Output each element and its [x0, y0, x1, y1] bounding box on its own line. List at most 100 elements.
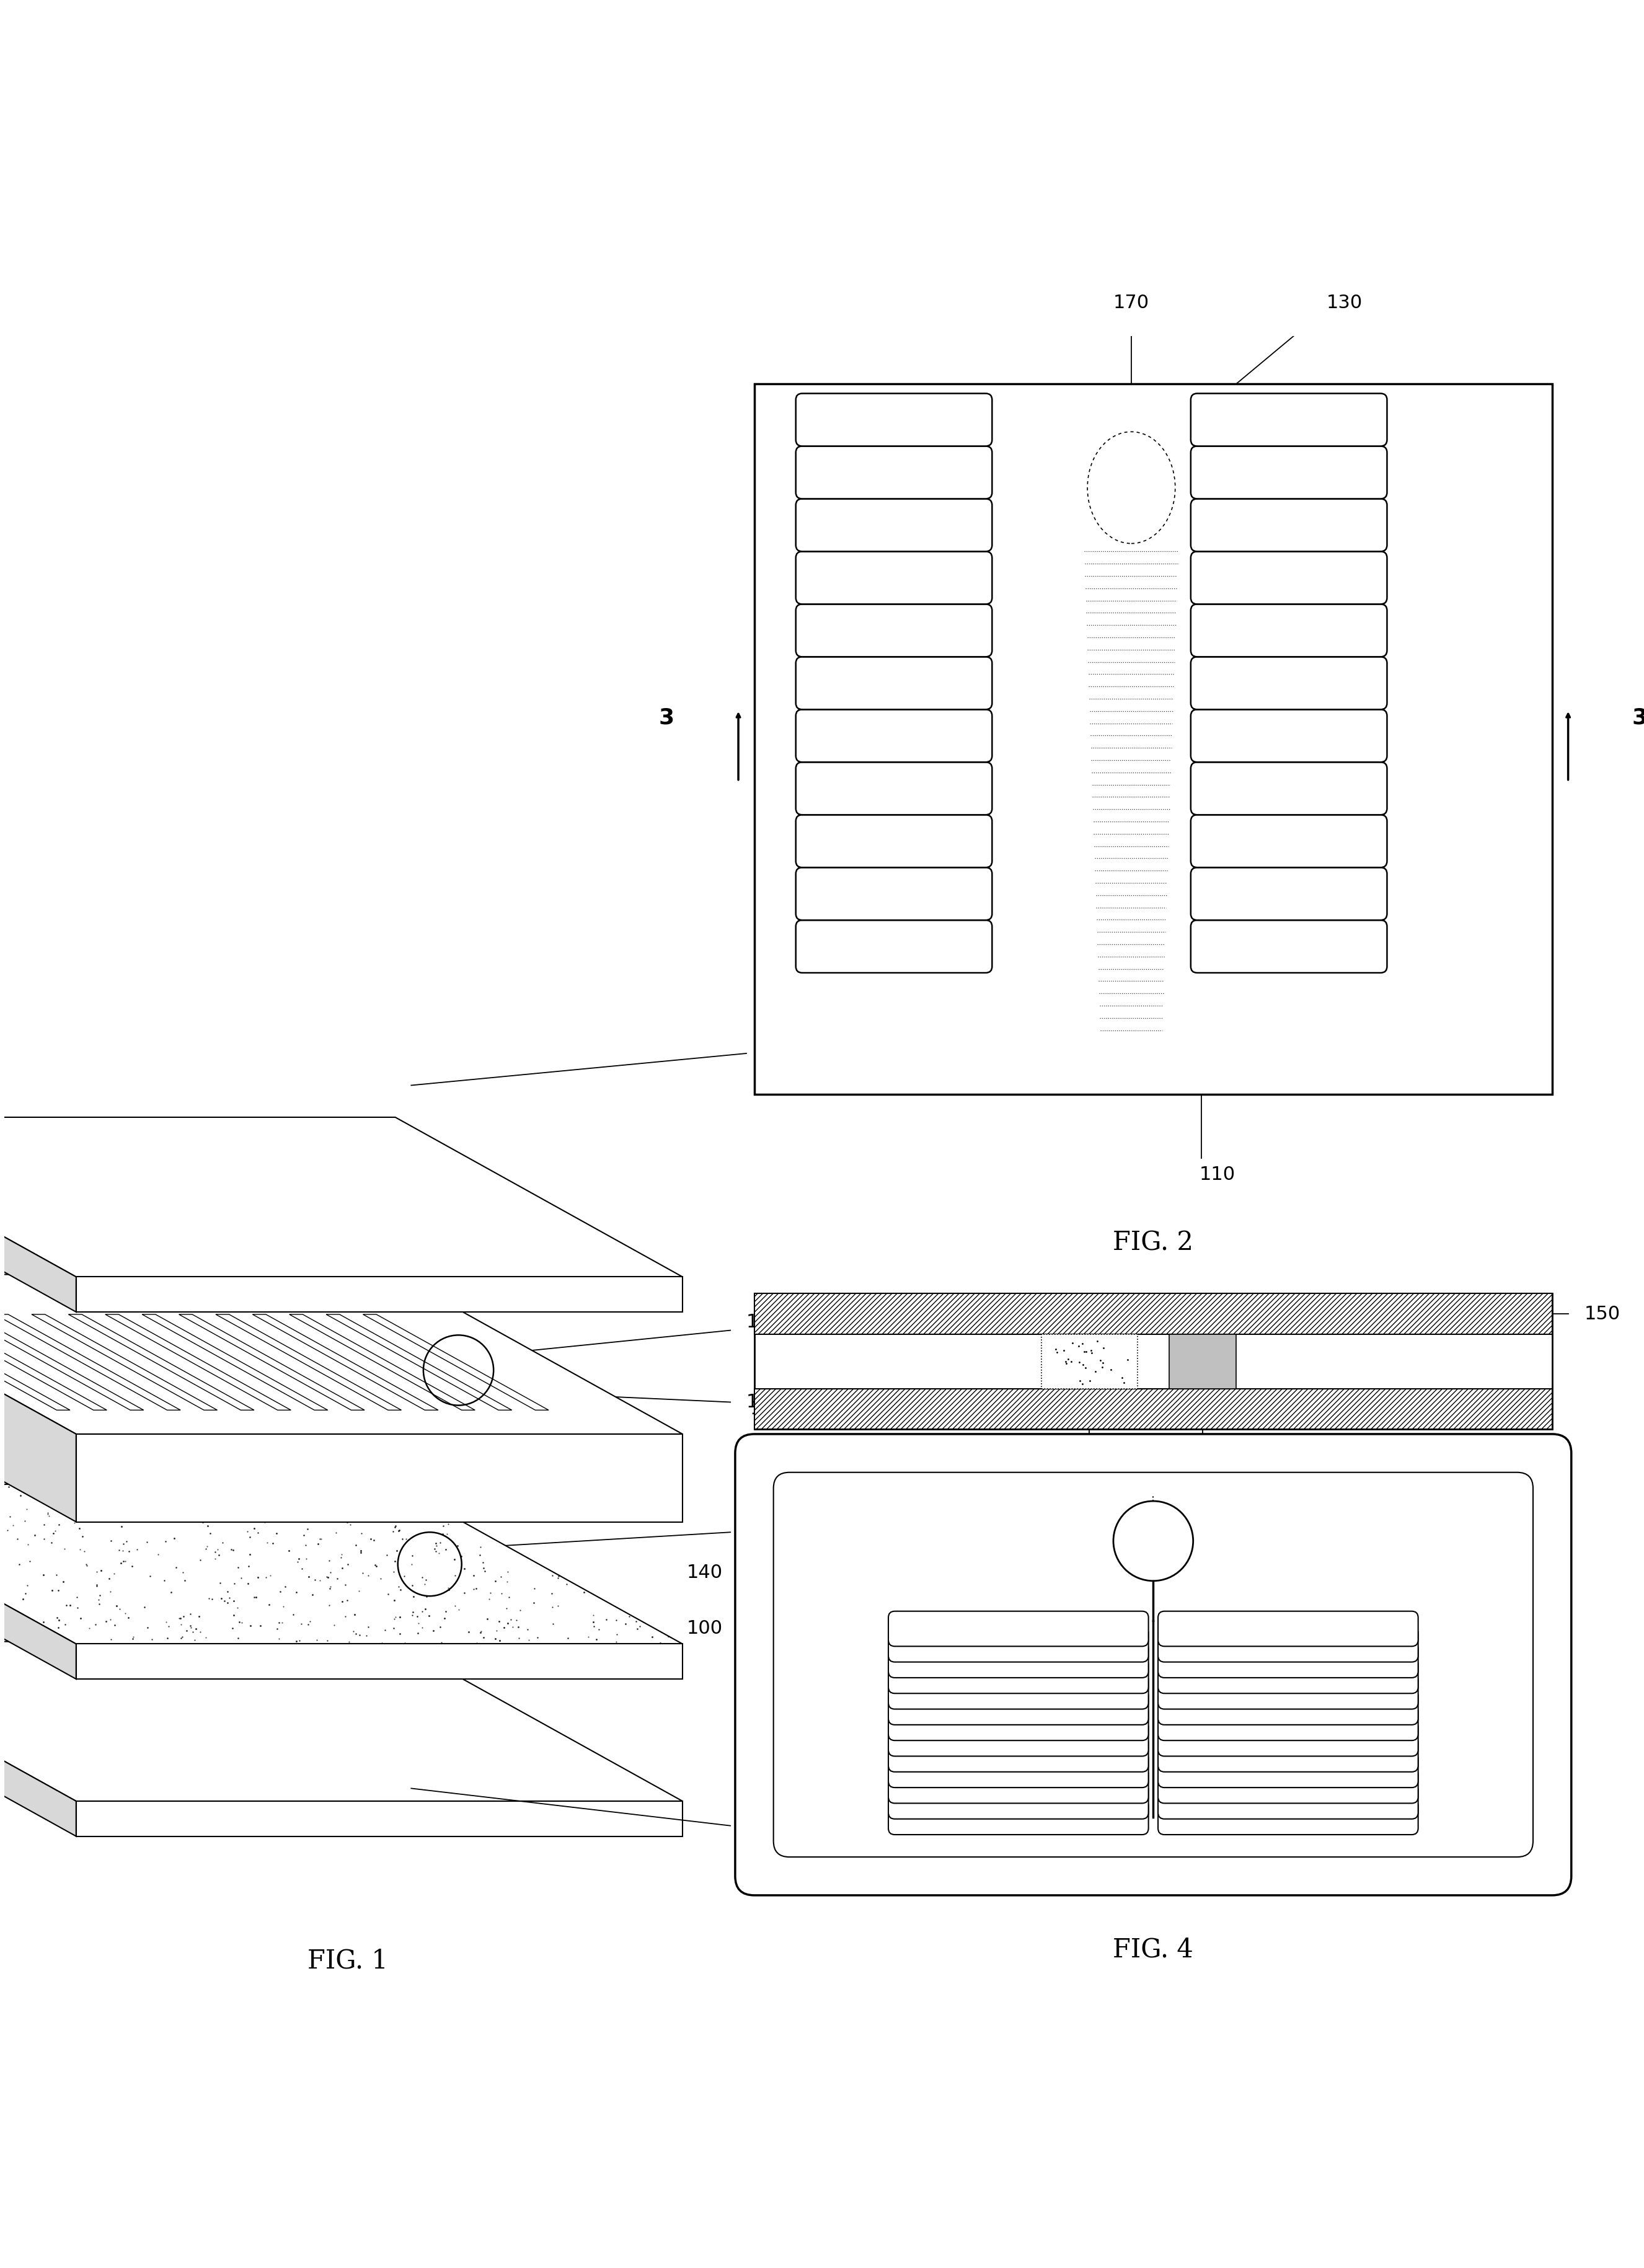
FancyBboxPatch shape	[888, 1642, 1149, 1678]
FancyBboxPatch shape	[796, 658, 991, 710]
Polygon shape	[0, 1315, 143, 1411]
Polygon shape	[0, 1483, 76, 1678]
Polygon shape	[0, 1118, 682, 1277]
FancyBboxPatch shape	[1157, 1799, 1419, 1835]
FancyBboxPatch shape	[735, 1433, 1572, 1896]
Polygon shape	[0, 1315, 181, 1411]
FancyBboxPatch shape	[796, 603, 991, 658]
Polygon shape	[0, 1275, 76, 1522]
FancyBboxPatch shape	[773, 1472, 1534, 1857]
FancyBboxPatch shape	[1190, 447, 1388, 499]
Text: 130: 130	[1327, 295, 1363, 313]
Text: 160: 160	[750, 1399, 786, 1418]
FancyBboxPatch shape	[1157, 1737, 1419, 1771]
FancyBboxPatch shape	[888, 1690, 1149, 1724]
Polygon shape	[0, 1483, 682, 1644]
Text: 160: 160	[746, 1817, 783, 1835]
FancyBboxPatch shape	[888, 1610, 1149, 1647]
FancyBboxPatch shape	[888, 1753, 1149, 1787]
Polygon shape	[289, 1315, 475, 1411]
Polygon shape	[0, 1315, 107, 1411]
FancyBboxPatch shape	[1157, 1610, 1419, 1647]
FancyBboxPatch shape	[1157, 1706, 1419, 1740]
FancyBboxPatch shape	[888, 1626, 1149, 1662]
FancyBboxPatch shape	[796, 762, 991, 814]
FancyBboxPatch shape	[796, 447, 991, 499]
Polygon shape	[105, 1315, 291, 1411]
Polygon shape	[76, 1433, 682, 1522]
Text: 140: 140	[1072, 1465, 1108, 1483]
Polygon shape	[76, 1277, 682, 1311]
FancyBboxPatch shape	[888, 1769, 1149, 1803]
Polygon shape	[31, 1315, 217, 1411]
FancyBboxPatch shape	[1190, 392, 1388, 447]
Text: 100: 100	[1185, 1465, 1221, 1483]
FancyBboxPatch shape	[796, 710, 991, 762]
Polygon shape	[253, 1315, 439, 1411]
FancyBboxPatch shape	[796, 499, 991, 551]
FancyBboxPatch shape	[1157, 1753, 1419, 1787]
FancyBboxPatch shape	[1157, 1658, 1419, 1694]
Text: 140: 140	[686, 1565, 722, 1581]
FancyBboxPatch shape	[1157, 1721, 1419, 1755]
Text: 150: 150	[778, 1043, 814, 1061]
FancyBboxPatch shape	[1190, 551, 1388, 603]
Text: FIG. 2: FIG. 2	[1113, 1229, 1194, 1256]
Polygon shape	[0, 1642, 76, 1837]
Text: 170: 170	[1113, 295, 1149, 313]
FancyBboxPatch shape	[888, 1706, 1149, 1740]
FancyBboxPatch shape	[1190, 499, 1388, 551]
Polygon shape	[76, 1644, 682, 1678]
FancyBboxPatch shape	[888, 1674, 1149, 1710]
Bar	[755, 1388, 1552, 1429]
Text: 100: 100	[746, 1313, 783, 1331]
Text: 130: 130	[746, 1393, 783, 1411]
FancyBboxPatch shape	[796, 551, 991, 603]
Text: FIG. 4: FIG. 4	[1113, 1937, 1194, 1962]
Polygon shape	[69, 1315, 255, 1411]
FancyBboxPatch shape	[1190, 603, 1388, 658]
FancyBboxPatch shape	[888, 1721, 1149, 1755]
FancyBboxPatch shape	[1190, 866, 1388, 921]
Polygon shape	[215, 1315, 401, 1411]
FancyBboxPatch shape	[1157, 1785, 1419, 1819]
FancyBboxPatch shape	[1190, 921, 1388, 973]
FancyBboxPatch shape	[888, 1799, 1149, 1835]
FancyBboxPatch shape	[888, 1658, 1149, 1694]
FancyBboxPatch shape	[796, 866, 991, 921]
Bar	[755, 1293, 1552, 1334]
FancyBboxPatch shape	[1190, 658, 1388, 710]
Polygon shape	[76, 1801, 682, 1837]
Bar	[1042, 1334, 1138, 1388]
Polygon shape	[0, 1315, 71, 1411]
FancyBboxPatch shape	[1190, 814, 1388, 866]
Polygon shape	[326, 1315, 511, 1411]
Text: FIG. 1: FIG. 1	[307, 1948, 388, 1973]
FancyBboxPatch shape	[796, 392, 991, 447]
FancyBboxPatch shape	[1157, 1642, 1419, 1678]
Text: 3: 3	[659, 708, 674, 728]
Text: 100: 100	[686, 1619, 722, 1637]
Polygon shape	[0, 1275, 682, 1433]
Text: 150: 150	[1585, 1304, 1619, 1322]
FancyBboxPatch shape	[1157, 1626, 1419, 1662]
Polygon shape	[141, 1315, 327, 1411]
Text: 140: 140	[746, 1524, 783, 1542]
Text: 3: 3	[1632, 708, 1644, 728]
Bar	[755, 383, 1552, 1093]
Text: 110: 110	[1198, 1166, 1235, 1184]
Text: FIG. 3: FIG. 3	[1113, 1504, 1194, 1529]
FancyBboxPatch shape	[1157, 1674, 1419, 1710]
Polygon shape	[0, 1642, 682, 1801]
Bar	[1169, 1334, 1236, 1388]
Polygon shape	[179, 1315, 365, 1411]
FancyBboxPatch shape	[1157, 1769, 1419, 1803]
FancyBboxPatch shape	[1190, 762, 1388, 814]
Bar	[755, 1293, 1552, 1429]
FancyBboxPatch shape	[1157, 1690, 1419, 1724]
FancyBboxPatch shape	[1190, 710, 1388, 762]
Polygon shape	[0, 1118, 76, 1311]
Polygon shape	[363, 1315, 549, 1411]
FancyBboxPatch shape	[888, 1785, 1149, 1819]
FancyBboxPatch shape	[888, 1737, 1149, 1771]
